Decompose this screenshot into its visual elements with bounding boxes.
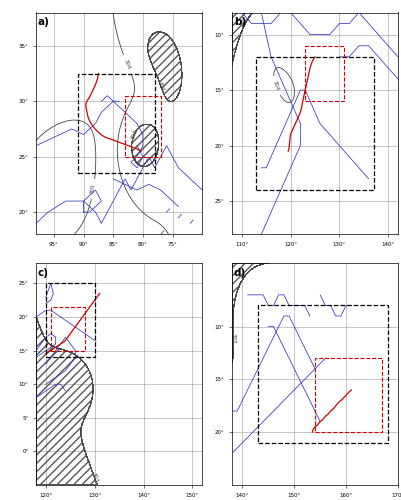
Text: b): b): [233, 17, 245, 27]
Bar: [314, 358, 381, 432]
Bar: [304, 46, 343, 101]
Text: 303: 303: [229, 52, 237, 64]
Text: 303: 303: [130, 128, 138, 140]
Bar: [46, 284, 95, 358]
Text: 303: 303: [156, 80, 164, 92]
Text: 303: 303: [90, 472, 98, 484]
Bar: [51, 307, 85, 350]
Text: 305: 305: [90, 184, 96, 194]
Text: 304: 304: [271, 80, 279, 92]
Text: a): a): [38, 17, 50, 27]
Bar: [125, 96, 160, 156]
Text: d): d): [233, 268, 245, 278]
Text: c): c): [38, 268, 49, 278]
Bar: [257, 306, 387, 442]
Text: 304: 304: [123, 58, 131, 70]
Text: 303: 303: [230, 333, 235, 344]
Bar: [77, 74, 154, 174]
Bar: [256, 57, 373, 190]
